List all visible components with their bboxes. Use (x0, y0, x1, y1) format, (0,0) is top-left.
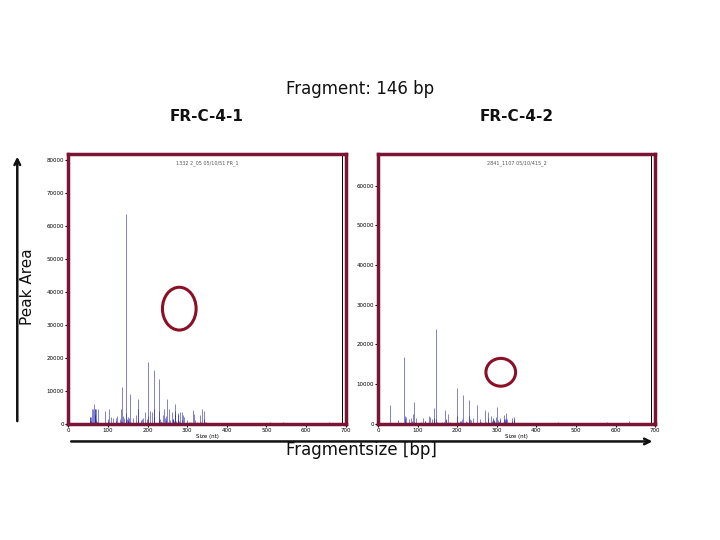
Text: Fragmentsize [bp]: Fragmentsize [bp] (287, 441, 437, 459)
Text: Peak Area: Peak Area (20, 248, 35, 325)
Text: 1332 2_05 05/10/51 FR_1: 1332 2_05 05/10/51 FR_1 (176, 160, 238, 166)
Text: Fragmentogram of advanced regenerated peat samples (Le Russey, FR): Fragmentogram of advanced regenerated pe… (52, 40, 668, 55)
Text: Fragment: 146 bp: Fragment: 146 bp (286, 80, 434, 98)
Text: 2841_1107 05/10/415_2: 2841_1107 05/10/415_2 (487, 160, 546, 166)
Text: FR-C-4-1: FR-C-4-1 (170, 109, 243, 124)
Text: FR-C-4-2: FR-C-4-2 (480, 109, 553, 124)
X-axis label: Size (nt): Size (nt) (196, 435, 218, 440)
X-axis label: Size (nt): Size (nt) (505, 435, 528, 440)
